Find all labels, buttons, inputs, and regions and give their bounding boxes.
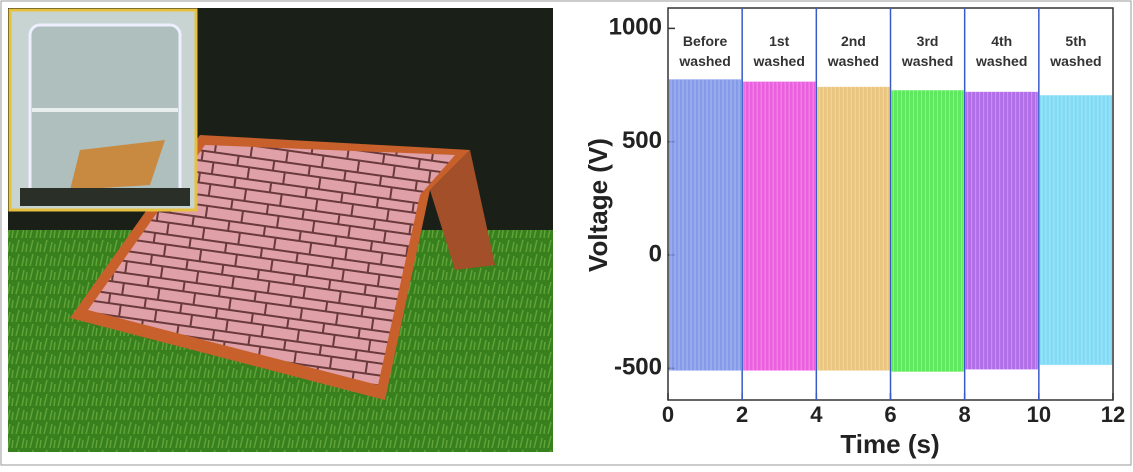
signal-band [743,81,816,371]
y-tick-label: -500 [614,354,662,381]
legend-label: 1st washed [753,33,805,69]
y-tick-label: 1000 [609,14,662,41]
signal-band [669,79,742,371]
legend-entry: 5th washed [1050,33,1102,69]
legend-label: 2nd washed [827,33,880,69]
signal-band [891,90,964,372]
signal-lines [1041,95,1111,365]
x-tick-label: 10 [1027,402,1051,427]
legend-entry: Before washed [679,33,731,69]
legend-label: 3rd washed [901,33,954,69]
signal-lines [670,79,740,371]
x-tick-label: 6 [884,402,896,427]
legend-label: 5th washed [1050,33,1102,69]
legend-entry: 4th washed [976,33,1028,69]
signal-lines [744,81,814,371]
signal-lines [893,90,962,372]
signal-band [965,91,1038,370]
legend-label: 4th washed [976,33,1028,69]
signal-lines [818,86,888,371]
signal-lines [967,91,1037,370]
y-tick-label: 0 [649,240,662,267]
x-tick-label: 4 [810,402,823,427]
y-axis-label: Voltage (V) [583,138,613,272]
legend-entry: 2nd washed [827,33,880,69]
signal-band [817,86,890,371]
legend-entry: 1st washed [753,33,805,69]
photo [8,8,553,452]
x-tick-label: 8 [959,402,971,427]
legend-entry: 3rd washed [901,33,954,69]
y-tick-label: 500 [622,127,662,154]
legend-label: Before washed [679,33,731,69]
signal-band [1039,95,1112,365]
x-tick-label: 2 [736,402,748,427]
x-tick-label: 0 [662,402,674,427]
x-axis-label: Time (s) [840,429,939,459]
x-tick-label: 12 [1101,402,1125,427]
